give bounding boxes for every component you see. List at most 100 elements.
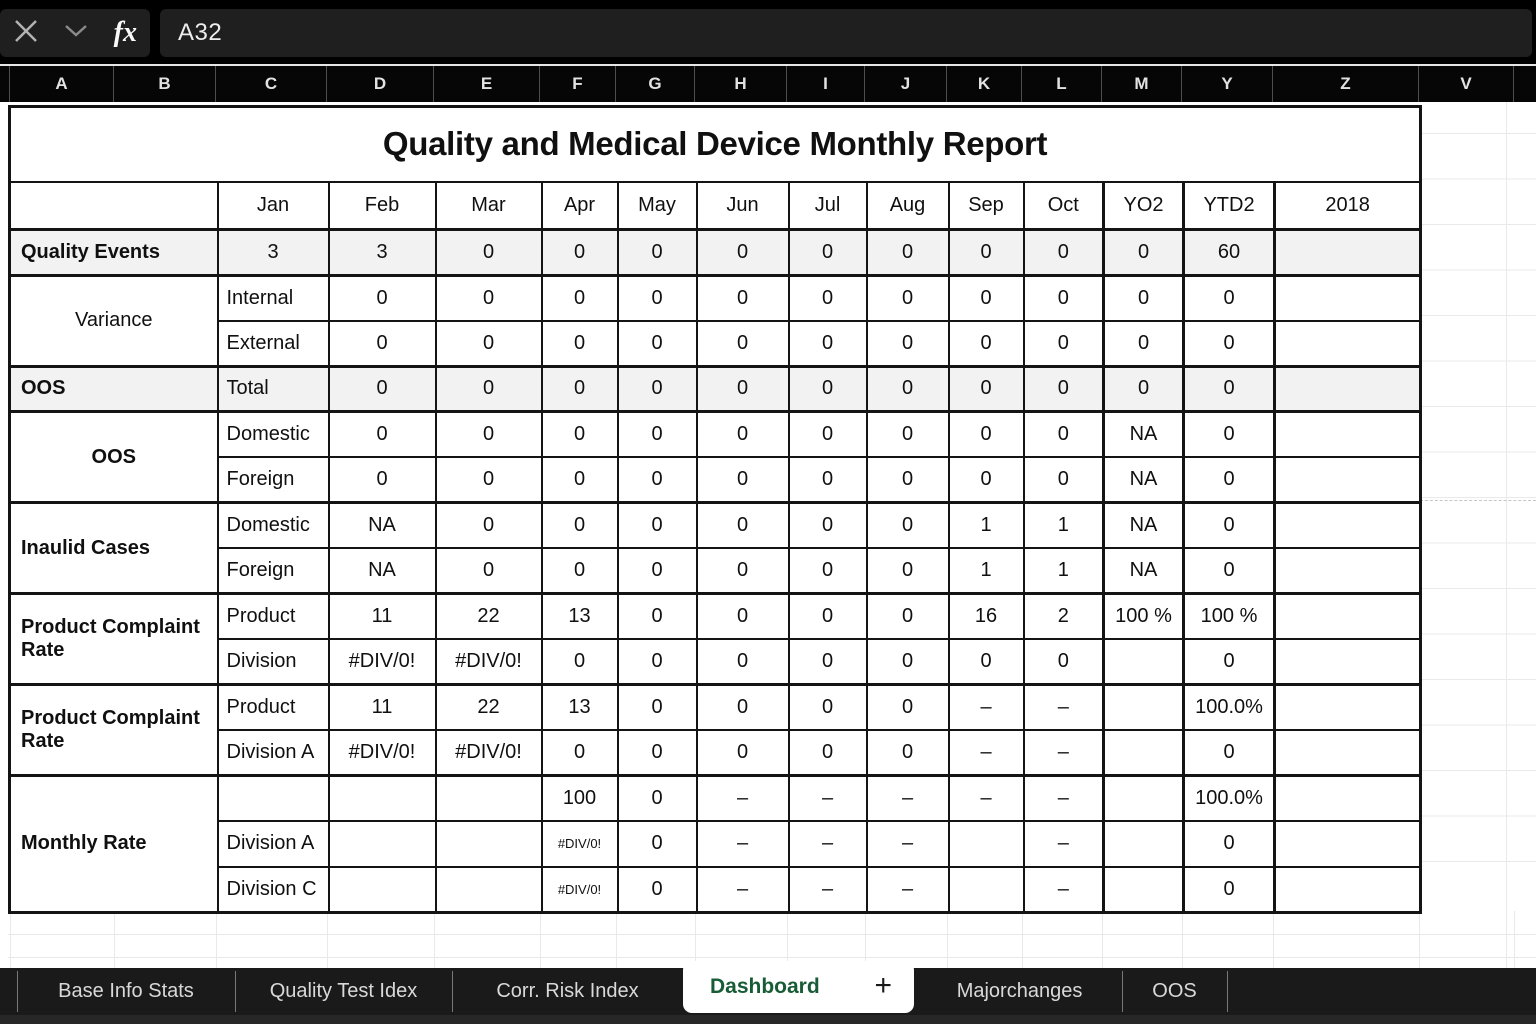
cell[interactable]: 0 <box>695 547 790 595</box>
sheet-tab-quality-test-idex[interactable]: Quality Test Idex <box>269 980 418 1002</box>
cell[interactable]: 0 <box>695 410 790 458</box>
cell[interactable]: 0 <box>1182 547 1276 595</box>
cell[interactable] <box>1102 729 1185 777</box>
month-header-feb[interactable]: Feb <box>327 180 437 231</box>
cell[interactable]: 0 <box>695 501 790 549</box>
cell[interactable]: 0 <box>616 410 698 458</box>
cell[interactable] <box>1102 638 1185 686</box>
cell[interactable]: – <box>695 820 790 868</box>
cell[interactable]: 0 <box>1022 638 1105 686</box>
cell[interactable] <box>434 820 543 868</box>
month-header-yo2[interactable]: YO2 <box>1102 180 1185 231</box>
cell[interactable]: 16 <box>947 592 1025 640</box>
cell[interactable]: – <box>947 683 1025 731</box>
cell[interactable]: 0 <box>1022 319 1105 367</box>
cell[interactable]: 0 <box>787 273 868 322</box>
cell[interactable]: 0 <box>540 456 619 504</box>
cell[interactable]: 0 <box>695 273 790 322</box>
cell[interactable] <box>1272 273 1422 322</box>
cell[interactable]: 0 <box>434 501 543 549</box>
cell[interactable]: 11 <box>327 592 437 640</box>
cell[interactable]: 0 <box>947 638 1025 686</box>
cell[interactable]: 0 <box>695 364 790 413</box>
cell[interactable]: 0 <box>865 228 950 276</box>
cell[interactable]: 0 <box>947 228 1025 276</box>
cell[interactable] <box>1102 865 1185 913</box>
column-header-b[interactable]: B <box>114 66 216 102</box>
cell[interactable]: – <box>865 820 950 868</box>
column-header-d[interactable]: D <box>327 66 434 102</box>
add-sheet-button[interactable]: + <box>874 968 892 1002</box>
cell[interactable]: 100 <box>540 774 619 822</box>
cell[interactable]: 0 <box>1182 501 1276 549</box>
column-header-c[interactable]: C <box>216 66 327 102</box>
cell[interactable]: 0 <box>865 273 950 322</box>
cell[interactable]: External <box>216 319 330 367</box>
cell[interactable]: 22 <box>434 592 543 640</box>
sheet-tab-corr-risk-index[interactable]: Corr. Risk Index <box>496 980 639 1002</box>
cell[interactable]: 11 <box>327 683 437 731</box>
cell[interactable]: 100.0% <box>1182 774 1276 822</box>
sheet-tab-dashboard-active[interactable]: Dashboard + <box>683 961 914 1013</box>
cell[interactable]: 0 <box>695 729 790 777</box>
cell[interactable]: 0 <box>540 273 619 322</box>
cell[interactable]: – <box>1022 865 1105 913</box>
cell[interactable]: NA <box>1102 410 1185 458</box>
cell[interactable]: 0 <box>695 683 790 731</box>
cell[interactable]: 0 <box>616 364 698 413</box>
cell[interactable]: 0 <box>434 273 543 322</box>
cell[interactable] <box>1272 638 1422 686</box>
cell[interactable] <box>947 820 1025 868</box>
cell[interactable]: 0 <box>434 456 543 504</box>
cell[interactable]: – <box>947 774 1025 822</box>
cell[interactable]: 0 <box>540 501 619 549</box>
cell[interactable]: 0 <box>1102 364 1185 413</box>
cell[interactable]: – <box>947 729 1025 777</box>
cell[interactable]: 0 <box>787 456 868 504</box>
cell[interactable]: 0 <box>1022 228 1105 276</box>
cell[interactable]: 13 <box>540 592 619 640</box>
cell[interactable]: NA <box>1102 456 1185 504</box>
cell[interactable]: 0 <box>1182 410 1276 458</box>
cell[interactable] <box>1272 410 1422 458</box>
month-header-jan[interactable]: Jan <box>216 180 330 231</box>
cell[interactable] <box>1272 865 1422 913</box>
column-header-e[interactable]: E <box>434 66 540 102</box>
cell[interactable]: – <box>787 865 868 913</box>
cell[interactable]: 0 <box>616 865 698 913</box>
cell[interactable] <box>1272 729 1422 777</box>
column-header-z[interactable]: Z <box>1273 66 1419 102</box>
chevron-down-icon[interactable] <box>63 24 89 43</box>
cell[interactable]: 0 <box>787 410 868 458</box>
cell[interactable]: Domestic <box>216 501 330 549</box>
cell[interactable]: 3 <box>216 228 330 276</box>
cell[interactable]: #DIV/0! <box>327 638 437 686</box>
sheet-tab-majorchanges[interactable]: Majorchanges <box>956 980 1083 1002</box>
cell[interactable]: – <box>1022 729 1105 777</box>
cell[interactable] <box>1102 774 1185 822</box>
cell[interactable]: NA <box>1102 547 1185 595</box>
row-label[interactable]: Quality Events <box>8 228 219 276</box>
row-label[interactable]: OOS <box>8 410 219 504</box>
cell[interactable]: 100 % <box>1182 592 1276 640</box>
column-header-j[interactable]: J <box>865 66 947 102</box>
cell[interactable]: 0 <box>1182 820 1276 868</box>
cell[interactable]: 0 <box>787 683 868 731</box>
cell[interactable]: 0 <box>787 638 868 686</box>
cell[interactable]: 0 <box>947 410 1025 458</box>
row-label[interactable]: Monthly Rate <box>8 774 219 913</box>
cell[interactable]: – <box>1022 820 1105 868</box>
cell[interactable]: 0 <box>1022 273 1105 322</box>
cell[interactable]: 0 <box>695 638 790 686</box>
cell[interactable]: NA <box>327 501 437 549</box>
cell[interactable]: 0 <box>616 729 698 777</box>
month-header-aug[interactable]: Aug <box>865 180 950 231</box>
cell[interactable] <box>1102 683 1185 731</box>
cell[interactable]: 0 <box>327 456 437 504</box>
cell[interactable]: 0 <box>616 592 698 640</box>
month-header-2018[interactable]: 2018 <box>1272 180 1422 231</box>
column-header-h[interactable]: H <box>695 66 787 102</box>
cell[interactable]: 0 <box>695 319 790 367</box>
cell[interactable]: 0 <box>540 319 619 367</box>
cell[interactable]: 1 <box>1022 501 1105 549</box>
